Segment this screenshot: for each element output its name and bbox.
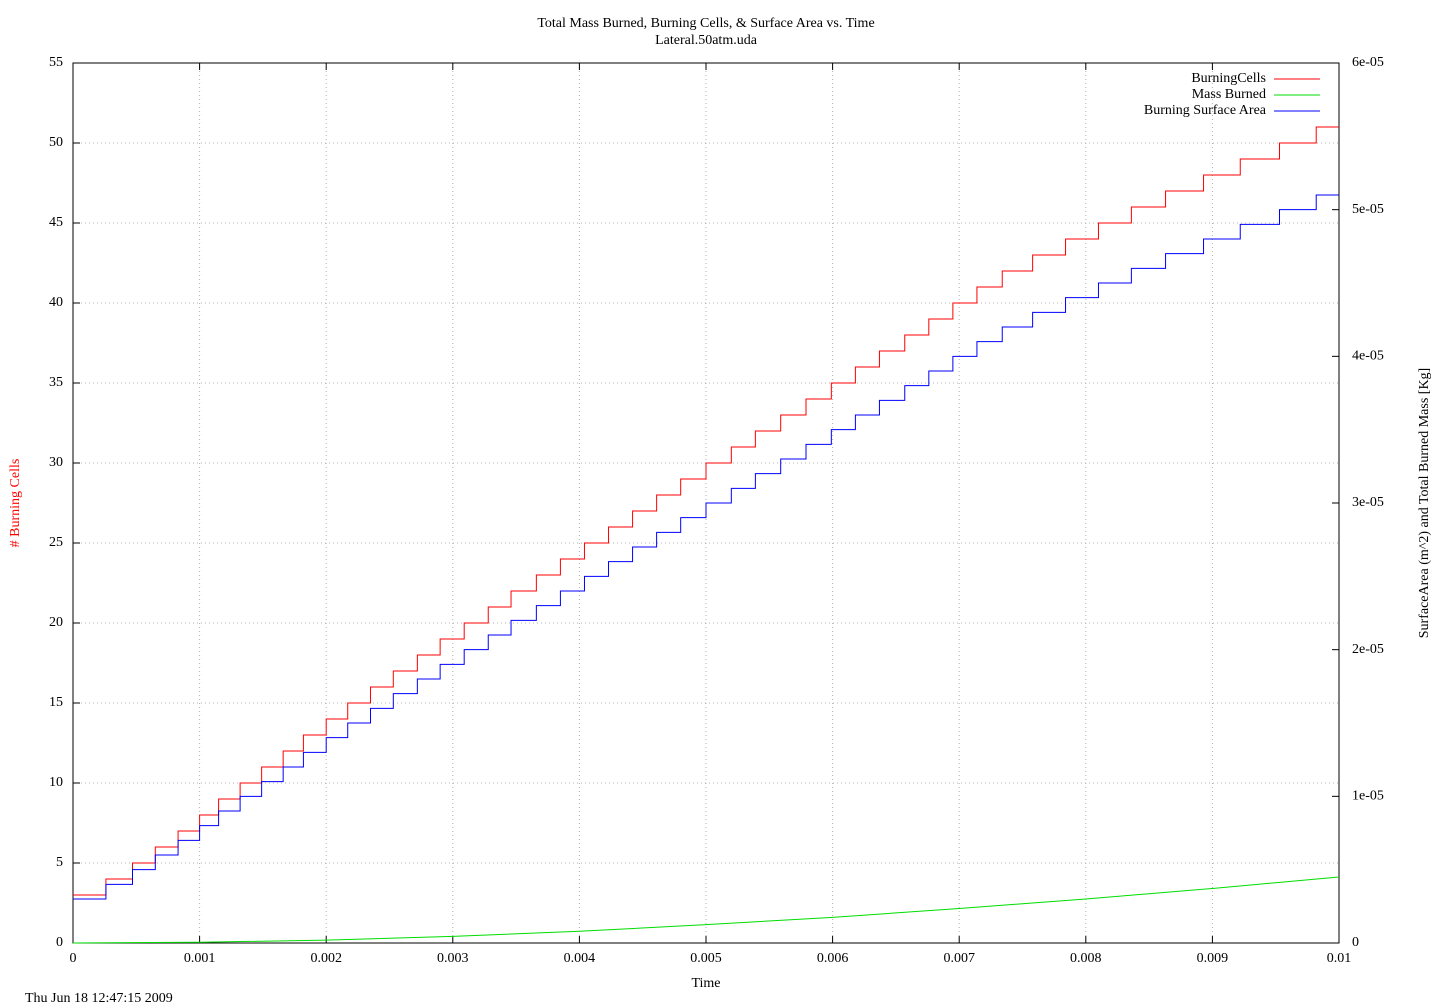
chart-subtitle: Lateral.50atm.uda — [655, 33, 758, 48]
x-tick-label: 0.01 — [1327, 951, 1352, 966]
y-tick-label: 15 — [49, 695, 63, 710]
y-tick-label: 35 — [49, 375, 63, 390]
y2-tick-label: 0 — [1352, 935, 1359, 950]
x-tick-label: 0 — [70, 951, 77, 966]
y-tick-label: 45 — [49, 215, 63, 230]
y-tick-label: 20 — [49, 615, 63, 630]
y-tick-label: 50 — [49, 135, 63, 150]
x-tick-label: 0.007 — [943, 951, 975, 966]
y-tick-label: 10 — [49, 775, 63, 790]
y-axis-label: # Burning Cells — [8, 459, 23, 548]
legend-label: Burning Surface Area — [1144, 103, 1267, 118]
series-line — [72, 876, 1340, 944]
y-tick-label: 25 — [49, 535, 63, 550]
x-tick-label: 0.006 — [817, 951, 849, 966]
chart-title: Total Mass Burned, Burning Cells, & Surf… — [537, 16, 874, 31]
y2-tick-label: 3e-05 — [1352, 495, 1384, 510]
legend-label: BurningCells — [1191, 71, 1266, 86]
x-tick-label: 0.009 — [1197, 951, 1229, 966]
y2-tick-label: 1e-05 — [1352, 789, 1384, 804]
y-tick-label: 0 — [56, 935, 63, 950]
y-tick-label: 40 — [49, 295, 63, 310]
series-line — [73, 126, 1339, 896]
x-tick-label: 0.004 — [564, 951, 596, 966]
y2-tick-label: 6e-05 — [1352, 55, 1384, 70]
y-tick-label: 55 — [49, 55, 63, 70]
x-tick-label: 0.001 — [184, 951, 216, 966]
series-line — [73, 194, 1339, 900]
legend-label: Mass Burned — [1192, 87, 1266, 102]
y2-tick-label: 2e-05 — [1352, 642, 1384, 657]
y2-axis-label: SurfaceArea (m^2) and Total Burned Mass … — [1417, 368, 1432, 638]
x-tick-label: 0.002 — [310, 951, 342, 966]
x-tick-label: 0.003 — [437, 951, 469, 966]
x-tick-label: 0.005 — [690, 951, 722, 966]
y-tick-label: 30 — [49, 455, 63, 470]
plot-border — [72, 62, 1340, 944]
y2-tick-label: 4e-05 — [1352, 349, 1384, 364]
x-axis-label: Time — [691, 976, 720, 991]
y-tick-label: 5 — [56, 855, 63, 870]
x-tick-label: 0.008 — [1070, 951, 1102, 966]
y2-tick-label: 5e-05 — [1352, 202, 1384, 217]
timestamp: Thu Jun 18 12:47:15 2009 — [25, 991, 173, 1006]
